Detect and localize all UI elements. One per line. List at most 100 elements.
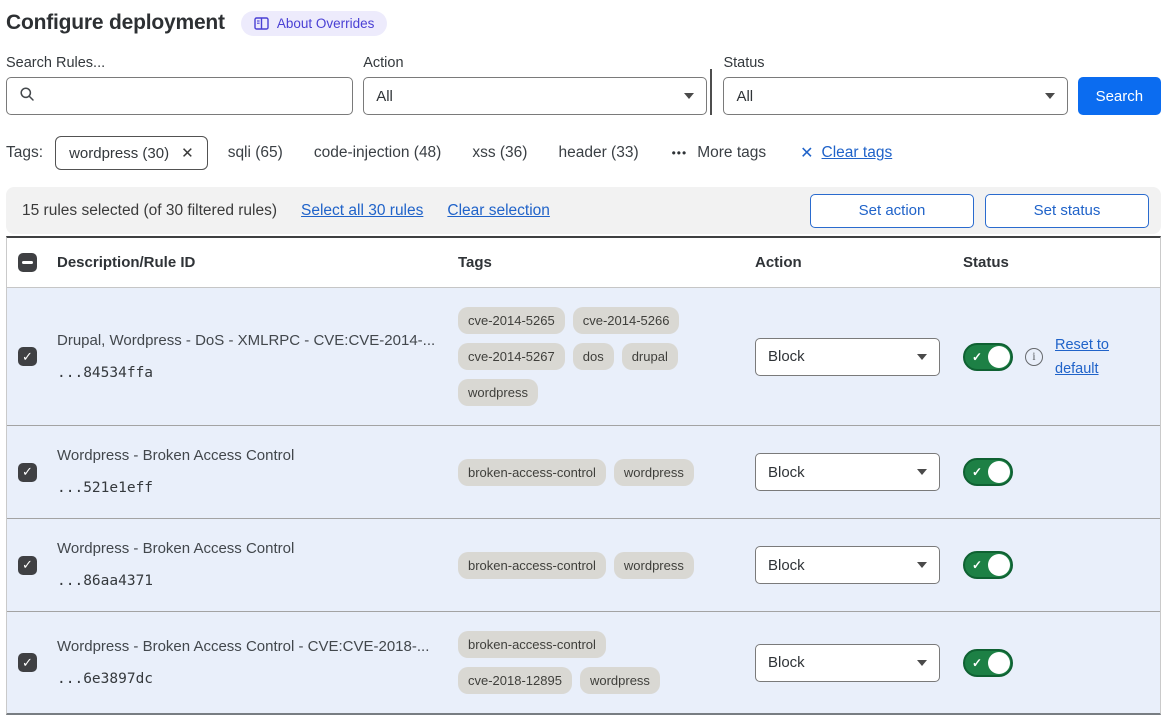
search-input[interactable]	[45, 87, 341, 105]
tag-pill: cve-2014-5265	[458, 307, 565, 334]
action-select[interactable]: Block	[755, 453, 940, 491]
rule-action-cell: Block	[755, 546, 963, 584]
action-select[interactable]: Block	[755, 643, 940, 682]
table-row: ✓ Wordpress - Broken Access Control ...5…	[7, 426, 1160, 519]
rule-status-cell: ✓	[963, 458, 1160, 486]
tag-filter-header[interactable]: header (33)	[558, 144, 639, 161]
selection-summary: 15 rules selected (of 30 filtered rules)	[22, 201, 278, 219]
rule-action-cell: Block	[755, 453, 963, 491]
search-rules-field: Search Rules...	[6, 55, 354, 115]
column-header-action: Action	[755, 254, 802, 271]
selection-bar: 15 rules selected (of 30 filtered rules)…	[6, 187, 1161, 234]
toggle-knob	[988, 554, 1010, 576]
set-action-button[interactable]: Set action	[810, 193, 974, 228]
rule-description: Wordpress - Broken Access Control	[57, 447, 295, 464]
action-filter-field: Action All	[363, 55, 708, 115]
tag-pill: cve-2014-5266	[572, 307, 680, 334]
page-title: Configure deployment	[6, 11, 225, 34]
search-input-box	[6, 77, 354, 115]
table-row: ✓ Drupal, Wordpress - DoS - XMLRPC - CVE…	[7, 288, 1160, 426]
search-icon	[19, 86, 35, 106]
rule-id: ...86aa4371	[57, 573, 154, 589]
chevron-down-icon	[917, 562, 927, 568]
rule-status-cell: ✓	[963, 551, 1160, 579]
rule-description-cell: Drupal, Wordpress - DoS - XMLRPC - CVE:C…	[57, 330, 458, 384]
action-select[interactable]: Block	[755, 337, 940, 376]
close-icon: ✕	[800, 145, 814, 162]
action-select[interactable]: Block	[755, 546, 940, 584]
tag-pill: wordpress	[458, 379, 538, 406]
tag-filter-sqli[interactable]: sqli (65)	[227, 144, 283, 161]
filters-bar: Search Rules... Action All Status	[6, 55, 1161, 115]
status-toggle[interactable]: ✓	[963, 551, 1013, 579]
status-toggle[interactable]: ✓	[963, 458, 1013, 486]
more-tags-button[interactable]: ••• More tags	[672, 144, 767, 162]
more-tags-label: More tags	[697, 144, 767, 161]
search-button[interactable]: Search	[1077, 77, 1161, 115]
action-value: Block	[768, 654, 805, 671]
rules-table: Description/Rule ID Tags Action Status ✓…	[6, 236, 1161, 715]
clear-selection-link[interactable]: Clear selection	[447, 201, 550, 219]
status-filter-label: Status	[723, 55, 765, 71]
table-row: ✓ Wordpress - Broken Access Control - CV…	[7, 612, 1160, 713]
reset-to-default-link[interactable]: Reset to default	[1055, 336, 1109, 377]
active-tag-label: wordpress (30)	[69, 144, 170, 162]
chevron-down-icon	[917, 469, 927, 475]
toggle-knob	[988, 651, 1010, 674]
search-rules-label: Search Rules...	[6, 55, 106, 71]
check-icon: ✓	[972, 349, 983, 364]
rule-tags-cell: cve-2014-5265 cve-2014-5266 cve-2014-526…	[458, 307, 716, 406]
rule-status-cell: ✓ i Reset to default	[963, 333, 1160, 381]
row-checkbox[interactable]: ✓	[18, 555, 37, 575]
tag-filter-xss[interactable]: xss (36)	[472, 144, 528, 161]
action-value: Block	[768, 463, 805, 481]
info-icon[interactable]: i	[1025, 347, 1043, 366]
row-checkbox[interactable]: ✓	[18, 653, 37, 672]
status-toggle[interactable]: ✓	[963, 648, 1013, 677]
rule-tags-cell: broken-access-control wordpress	[458, 551, 716, 579]
tag-pill: broken-access-control	[458, 551, 606, 579]
rule-id: ...84534ffa	[57, 364, 154, 381]
status-filter-field: Status All	[723, 55, 1068, 115]
chevron-down-icon	[1044, 93, 1055, 99]
action-value: Block	[768, 348, 805, 365]
clear-tags-link[interactable]: ✕ Clear tags	[800, 143, 892, 163]
configure-deployment-page: Configure deployment About Overrides Sea…	[0, 9, 1167, 715]
rule-description: Wordpress - Broken Access Control - CVE:…	[57, 637, 430, 655]
tag-filter-code-injection[interactable]: code-injection (48)	[313, 144, 442, 161]
chevron-down-icon	[917, 659, 927, 666]
about-overrides-badge[interactable]: About Overrides	[240, 10, 388, 36]
ellipsis-icon: •••	[671, 146, 688, 160]
action-filter-select[interactable]: All	[363, 77, 708, 115]
about-overrides-label: About Overrides	[276, 15, 375, 31]
active-tag-chip-wordpress[interactable]: wordpress (30) ✕	[55, 136, 208, 170]
tags-bar: Tags: wordpress (30) ✕ sqli (65) code-in…	[6, 135, 1161, 171]
rule-id: ...521e1eff	[57, 480, 154, 496]
row-checkbox[interactable]: ✓	[18, 347, 37, 366]
select-all-checkbox[interactable]	[18, 253, 37, 272]
status-filter-select[interactable]: All	[723, 77, 1068, 115]
tag-pill: cve-2018-12895	[458, 667, 572, 694]
check-icon: ✓	[22, 348, 33, 364]
action-filter-value: All	[376, 87, 393, 105]
status-toggle[interactable]: ✓	[963, 342, 1013, 371]
rule-status-cell: ✓	[963, 648, 1160, 677]
table-row: ✓ Wordpress - Broken Access Control ...8…	[7, 519, 1160, 612]
check-icon: ✓	[22, 464, 33, 479]
tag-pill: drupal	[621, 343, 678, 370]
tag-pill: broken-access-control	[458, 631, 606, 658]
chevron-down-icon	[917, 353, 927, 360]
toggle-knob	[988, 461, 1010, 483]
row-checkbox[interactable]: ✓	[18, 462, 37, 482]
select-all-rules-link[interactable]: Select all 30 rules	[301, 201, 424, 219]
tag-pill: wordpress	[613, 458, 694, 486]
rule-description-cell: Wordpress - Broken Access Control ...521…	[57, 445, 458, 499]
rule-id: ...6e3897dc	[57, 670, 154, 687]
remove-tag-icon[interactable]: ✕	[181, 145, 194, 162]
clear-tags-label: Clear tags	[821, 144, 893, 161]
filter-divider	[710, 69, 713, 115]
book-icon	[254, 16, 269, 30]
action-value: Block	[768, 556, 805, 574]
set-status-button[interactable]: Set status	[985, 193, 1149, 228]
rule-action-cell: Block	[755, 643, 963, 682]
